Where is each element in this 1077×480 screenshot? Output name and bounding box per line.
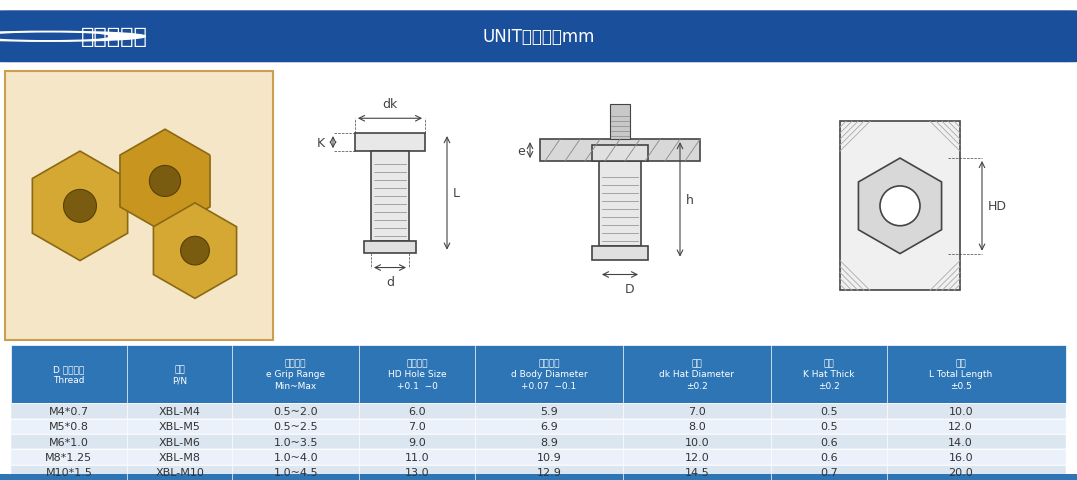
Bar xyxy=(355,134,425,152)
Text: 12.0: 12.0 xyxy=(685,452,709,462)
Text: 0.5~2.0: 0.5~2.0 xyxy=(274,406,318,416)
Text: 编号
P/N: 编号 P/N xyxy=(172,364,187,384)
Text: M4*0.7: M4*0.7 xyxy=(48,406,89,416)
Text: XBL-M4: XBL-M4 xyxy=(158,406,200,416)
Bar xyxy=(11,449,1066,465)
Polygon shape xyxy=(32,152,128,261)
Text: 8.9: 8.9 xyxy=(541,437,558,447)
Bar xyxy=(840,122,960,291)
Text: 开孔直径
HD Hole Size
+0.1  −0: 开孔直径 HD Hole Size +0.1 −0 xyxy=(388,359,447,390)
Text: UNIT（单位）mm: UNIT（单位）mm xyxy=(482,28,595,46)
Text: 0.5~2.5: 0.5~2.5 xyxy=(274,421,318,432)
Text: 6.9: 6.9 xyxy=(541,421,558,432)
Bar xyxy=(599,162,641,246)
Text: 铆接厚度
e Grip Range
Min~Max: 铆接厚度 e Grip Range Min~Max xyxy=(266,359,325,390)
Text: D 螺纹规格
Thread: D 螺纹规格 Thread xyxy=(53,364,85,384)
Polygon shape xyxy=(858,159,941,254)
Bar xyxy=(11,345,1066,403)
Bar xyxy=(364,241,416,253)
Text: 0.7: 0.7 xyxy=(820,468,838,478)
Text: h: h xyxy=(686,194,694,207)
Text: 1.0~4.0: 1.0~4.0 xyxy=(274,452,318,462)
Bar xyxy=(0,474,1077,480)
Bar xyxy=(370,152,409,241)
Bar xyxy=(610,105,630,140)
Text: 帽径
dk Hat Diameter
±0.2: 帽径 dk Hat Diameter ±0.2 xyxy=(659,359,735,390)
Text: 帽厚
K Hat Thick
±0.2: 帽厚 K Hat Thick ±0.2 xyxy=(803,359,854,390)
Bar xyxy=(11,465,1066,480)
Text: D: D xyxy=(625,283,634,296)
Text: 20.0: 20.0 xyxy=(949,468,973,478)
Text: M5*0.8: M5*0.8 xyxy=(48,421,88,432)
Bar xyxy=(592,246,648,260)
Polygon shape xyxy=(120,130,210,233)
Text: 11.0: 11.0 xyxy=(405,452,430,462)
Text: M6*1.0: M6*1.0 xyxy=(48,437,88,447)
Text: 1.0~4.5: 1.0~4.5 xyxy=(274,468,318,478)
FancyBboxPatch shape xyxy=(0,11,1077,63)
Text: 9.0: 9.0 xyxy=(408,437,426,447)
Bar xyxy=(540,140,700,162)
Text: 长度
L Total Length
±0.5: 长度 L Total Length ±0.5 xyxy=(929,359,992,390)
Text: L: L xyxy=(453,187,460,200)
Text: 10.0: 10.0 xyxy=(949,406,973,416)
Text: 0.5: 0.5 xyxy=(820,406,838,416)
Bar xyxy=(11,434,1066,449)
Text: 10.9: 10.9 xyxy=(536,452,561,462)
Text: HD: HD xyxy=(988,200,1007,213)
Text: 0.6: 0.6 xyxy=(820,452,838,462)
Text: 1.0~3.5: 1.0~3.5 xyxy=(274,437,318,447)
Polygon shape xyxy=(153,204,237,299)
Circle shape xyxy=(0,32,145,42)
Text: XBL-M8: XBL-M8 xyxy=(158,452,200,462)
Text: M8*1.25: M8*1.25 xyxy=(45,452,93,462)
Text: XBL-M6: XBL-M6 xyxy=(158,437,200,447)
Text: 5.9: 5.9 xyxy=(541,406,558,416)
Circle shape xyxy=(880,187,920,226)
Text: e: e xyxy=(517,144,524,157)
Text: 0.5: 0.5 xyxy=(820,421,838,432)
Circle shape xyxy=(181,237,209,265)
Bar xyxy=(11,403,1066,419)
Text: M10*1.5: M10*1.5 xyxy=(45,468,93,478)
Text: 7.0: 7.0 xyxy=(408,421,426,432)
Text: 10.0: 10.0 xyxy=(685,437,709,447)
Text: K: K xyxy=(317,136,325,149)
Circle shape xyxy=(64,190,97,223)
Text: 12.9: 12.9 xyxy=(536,468,561,478)
Text: 14.0: 14.0 xyxy=(949,437,973,447)
Circle shape xyxy=(0,34,108,40)
Text: 16.0: 16.0 xyxy=(949,452,973,462)
Bar xyxy=(5,72,272,340)
Text: 螺母直径
d Body Diameter
+0.07  −0.1: 螺母直径 d Body Diameter +0.07 −0.1 xyxy=(510,359,587,390)
Text: dk: dk xyxy=(382,98,397,111)
Bar xyxy=(11,419,1066,434)
Text: 6.0: 6.0 xyxy=(408,406,425,416)
Text: 沉头半六角: 沉头半六角 xyxy=(81,27,148,47)
Text: 7.0: 7.0 xyxy=(688,406,705,416)
Bar xyxy=(592,146,648,162)
Text: 12.0: 12.0 xyxy=(949,421,973,432)
Circle shape xyxy=(150,166,181,197)
Text: 14.5: 14.5 xyxy=(685,468,709,478)
Text: 13.0: 13.0 xyxy=(405,468,430,478)
Text: XBL-M10: XBL-M10 xyxy=(155,468,204,478)
Text: 0.6: 0.6 xyxy=(820,437,838,447)
Text: 8.0: 8.0 xyxy=(688,421,705,432)
Text: d: d xyxy=(386,276,394,289)
Text: XBL-M5: XBL-M5 xyxy=(158,421,200,432)
